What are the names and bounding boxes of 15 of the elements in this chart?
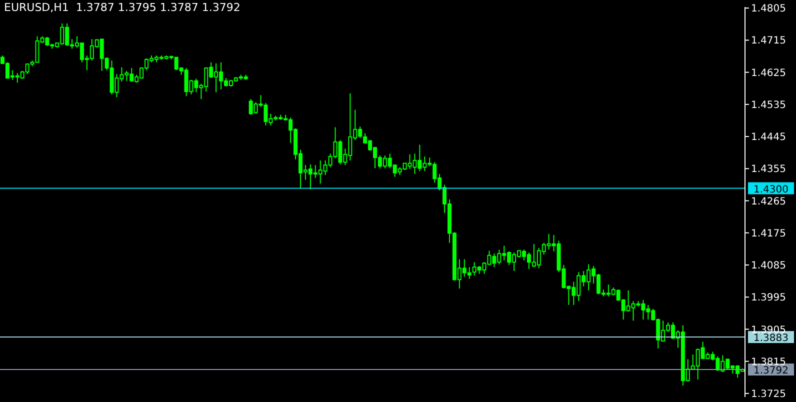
ref-line-label: 1.3792 [754,366,788,377]
ref-line-label: 1.3883 [754,333,788,344]
y-tick-label: 1.3995 [751,292,786,304]
y-tick-label: 1.4535 [751,100,786,111]
y-tick-label: 1.4175 [751,228,786,240]
y-tick-label: 1.3725 [751,388,786,400]
y-tick-label: 1.4265 [751,196,786,208]
y-tick-label: 1.4805 [751,4,786,15]
y-tick-label: 1.4625 [751,68,786,79]
ref-line-label: 1.4300 [754,184,788,196]
y-tick-label: 1.4715 [751,36,786,47]
y-tick-label: 1.4445 [751,132,786,144]
chart-title: EURUSD,H1 1.3787 1.3795 1.3787 1.3792 [4,1,240,14]
y-tick-label: 1.4355 [751,164,786,176]
y-tick-label: 1.4085 [751,260,786,272]
